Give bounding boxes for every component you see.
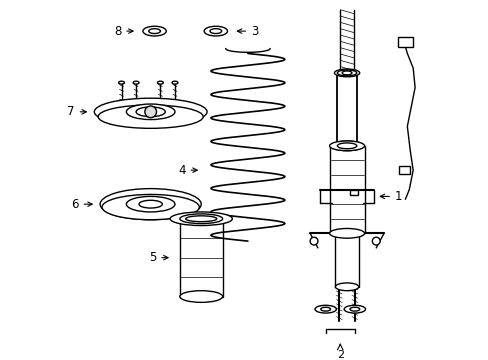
Ellipse shape — [142, 26, 166, 36]
Ellipse shape — [119, 81, 124, 84]
Ellipse shape — [209, 29, 221, 33]
Bar — [398, 166, 409, 174]
Ellipse shape — [344, 305, 365, 313]
Text: 4: 4 — [178, 164, 197, 177]
Ellipse shape — [334, 69, 359, 77]
Text: 8: 8 — [114, 24, 133, 37]
Text: 5: 5 — [149, 251, 168, 264]
Ellipse shape — [172, 81, 178, 84]
Text: 3: 3 — [237, 24, 258, 37]
Ellipse shape — [94, 98, 206, 125]
Ellipse shape — [320, 307, 330, 311]
Circle shape — [144, 106, 156, 118]
Ellipse shape — [329, 141, 364, 151]
Ellipse shape — [314, 305, 336, 313]
Ellipse shape — [126, 104, 175, 120]
Circle shape — [309, 237, 317, 245]
Ellipse shape — [133, 81, 139, 84]
Ellipse shape — [337, 70, 356, 76]
Bar — [329, 146, 364, 233]
Ellipse shape — [335, 283, 358, 291]
Ellipse shape — [170, 212, 232, 226]
Ellipse shape — [157, 81, 163, 84]
Ellipse shape — [126, 197, 175, 212]
Ellipse shape — [180, 291, 222, 302]
Text: 6: 6 — [71, 198, 92, 211]
Ellipse shape — [349, 307, 359, 311]
Ellipse shape — [203, 26, 227, 36]
Circle shape — [371, 237, 379, 245]
Bar — [397, 37, 412, 47]
Ellipse shape — [98, 105, 203, 128]
Ellipse shape — [329, 229, 364, 238]
Text: 1: 1 — [380, 190, 402, 203]
Ellipse shape — [342, 71, 351, 75]
Ellipse shape — [148, 29, 160, 33]
Ellipse shape — [100, 189, 201, 220]
Bar — [349, 190, 357, 195]
Text: 7: 7 — [67, 105, 86, 118]
Ellipse shape — [180, 214, 222, 224]
Ellipse shape — [337, 143, 356, 149]
Text: 2: 2 — [336, 350, 343, 360]
Ellipse shape — [136, 107, 165, 117]
Ellipse shape — [139, 200, 162, 208]
Ellipse shape — [185, 216, 216, 222]
Ellipse shape — [102, 194, 199, 220]
Ellipse shape — [331, 141, 362, 151]
